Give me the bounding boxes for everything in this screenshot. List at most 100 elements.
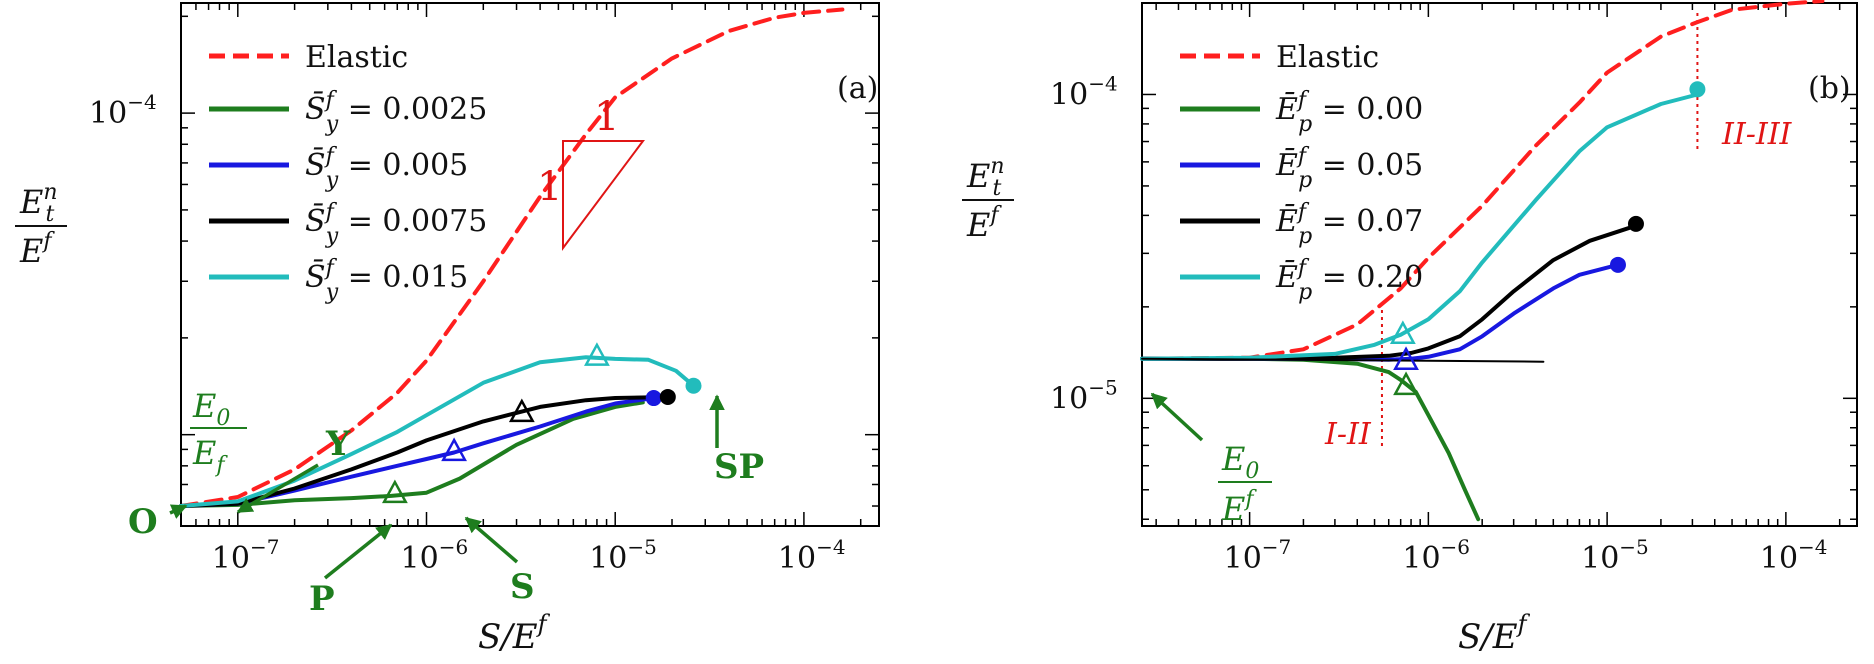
legend-label-0075: S̄f y = 0.0075 — [305, 200, 487, 249]
panel-label-b: (b) — [1808, 71, 1851, 106]
e0-ratio-b: E0 Ef — [1218, 440, 1272, 528]
legend-value-015: 0.015 — [382, 260, 468, 295]
triangle-marker-s-y-f-0-015 — [584, 342, 610, 366]
arrow-Y — [236, 463, 319, 514]
x-tick-exponent-b: −5 — [1619, 535, 1648, 559]
annot-Y: Y — [325, 424, 351, 464]
axis-ticks-b: 10−7 10−6 10−5 10−4 10−5 10−4 — [1050, 2, 1857, 576]
y-tick-label-b: 10−5 — [1050, 375, 1118, 416]
panel-b: 10−7 10−6 10−5 10−4 10−5 10−4 Elastic Ēf p = 0… — [962, 0, 1858, 657]
end-dot-e-p-f-0-07 — [1627, 215, 1644, 232]
legend-b: Elastic Ēf p = 0.00 Ēf p = 0.05 Ēf p = 0.07… — [1180, 40, 1423, 305]
x-tick-label-a: 10−4 — [778, 535, 846, 576]
legend-value-005: 0.005 — [382, 148, 468, 183]
x-tick-label-b: 10−5 — [1581, 535, 1649, 576]
x-tick-exponent-a: −5 — [627, 535, 656, 559]
x-tick-label-b: 10−7 — [1224, 535, 1292, 576]
triangle-marker-s-y-f-0-0075 — [508, 398, 535, 423]
triangle-marker-s-y-f-0-005 — [441, 437, 467, 462]
series-line-e-p-f-0-20 — [1140, 92, 1700, 361]
x-tick-exponent-a: −4 — [816, 535, 845, 559]
annotations-a: E0 Ef O Y P S SP — [128, 387, 764, 619]
x-axis-label-b: S/Ef — [1458, 610, 1531, 657]
panel-a: 10−7 10−6 10−5 10−4 10−4 Elastic S̄f y = 0.00… — [15, 2, 880, 657]
series-lines-a — [179, 7, 845, 508]
x-tick-label-a: 10−6 — [401, 535, 469, 576]
axis-ticks-a: 10−7 10−6 10−5 10−4 10−4 — [89, 3, 879, 576]
legend-label-elastic-b: Elastic — [1276, 40, 1379, 75]
legend-a: Elastic S̄f y = 0.0025 S̄f y = 0.005 S̄f y … — [209, 40, 487, 305]
y-label-den-a: Ef — [19, 229, 55, 270]
x-tick-exponent-b: −6 — [1441, 535, 1470, 559]
triangle-marker-e-p-f-0-00 — [1393, 371, 1419, 396]
series-line-s-y-f-0-0075 — [179, 395, 670, 508]
series-line-reference — [1141, 357, 1545, 363]
slope-label-top: 1 — [594, 94, 619, 140]
slope-label-left: 1 — [537, 164, 562, 210]
end-dot-e-p-f-0-20 — [1689, 81, 1706, 98]
legend-label-0025: S̄f y = 0.0025 — [305, 88, 487, 137]
annot-O: O — [128, 502, 158, 542]
annot-SP: SP — [714, 447, 764, 487]
end-dot-s-y-f-0-0075 — [659, 388, 676, 405]
x-tick-label-a: 10−7 — [212, 535, 280, 576]
y-axis-label-b: En t Ef — [962, 154, 1014, 244]
x-tick-label-a: 10−5 — [589, 535, 657, 576]
series-line-e-p-f-0-07 — [1140, 223, 1638, 361]
series-line-e-p-f-0-00 — [1140, 356, 1481, 522]
series-line-elastic — [179, 7, 845, 508]
arrow-S — [464, 516, 519, 564]
e0-num-a: E0 — [192, 387, 230, 431]
plot-frame-b — [1141, 2, 1858, 527]
arrow-O — [169, 504, 188, 519]
plot-frame-a — [180, 2, 880, 527]
legend-label-015: S̄f y = 0.015 — [305, 256, 468, 305]
legend-value-000: 0.00 — [1356, 92, 1423, 127]
legend-value-020: 0.20 — [1356, 260, 1423, 295]
legend-value-005b: 0.05 — [1356, 148, 1423, 183]
series-line-s-y-f-0-0025 — [179, 400, 645, 508]
x-tick-exponent-a: −6 — [439, 535, 468, 559]
regime-label-I-II: I-II — [1324, 417, 1372, 452]
legend-label-005: S̄f y = 0.005 — [305, 144, 468, 193]
slope-triangle-shape — [562, 140, 645, 252]
triangle-marker-e-p-f-0-05 — [1393, 346, 1419, 371]
e0-den-a: Ef — [192, 434, 228, 478]
series-line-s-y-f-0-015 — [179, 355, 696, 508]
triangle-marker-s-y-f-0-0025 — [381, 479, 408, 504]
y-tick-exponent-b: −4 — [1088, 71, 1117, 95]
legend-value-0025: 0.0025 — [382, 92, 487, 127]
series-markers-b — [1389, 81, 1706, 396]
legend-label-005b: Ēf p = 0.05 — [1275, 144, 1423, 193]
x-tick-label-b: 10−4 — [1760, 535, 1828, 576]
legend-label-elastic: Elastic — [305, 40, 408, 75]
series-line-elastic — [1140, 0, 1825, 361]
legend-value-007: 0.07 — [1356, 204, 1423, 239]
annot-P: P — [309, 579, 335, 619]
x-axis-label-a: S/Ef — [478, 610, 551, 657]
x-tick-exponent-b: −7 — [1262, 535, 1291, 559]
x-tick-exponent-a: −7 — [250, 535, 279, 559]
y-tick-label-b: 10−4 — [1050, 71, 1118, 112]
legend-label-000: Ēf p = 0.00 — [1275, 88, 1423, 137]
x-tick-label-b: 10−6 — [1402, 535, 1470, 576]
end-dot-s-y-f-0-015 — [685, 377, 702, 394]
e0-ratio-a: E0 Ef — [190, 387, 247, 478]
e0-num-b: E0 — [1221, 440, 1259, 484]
legend-label-020: Ēf p = 0.20 — [1275, 256, 1423, 305]
legend-label-007: Ēf p = 0.07 — [1275, 200, 1423, 249]
annotations-b: I-II II-III E0 Ef — [1150, 117, 1793, 528]
panel-label-a: (a) — [837, 71, 878, 106]
end-dot-e-p-f-0-05 — [1609, 256, 1626, 273]
arrow-P — [323, 523, 393, 580]
arrow-E0-b — [1150, 392, 1204, 442]
y-tick-exponent-b: −5 — [1088, 375, 1117, 399]
y-label-num-b: En t — [966, 154, 1005, 201]
triangle-marker-e-p-f-0-20 — [1389, 320, 1416, 345]
x-tick-exponent-b: −4 — [1798, 535, 1827, 559]
y-label-num-a: En t — [19, 180, 58, 227]
y-axis-label-a: En t Ef — [15, 180, 67, 270]
annot-S: S — [510, 567, 535, 607]
y-label-den-b: Ef — [966, 203, 1002, 244]
